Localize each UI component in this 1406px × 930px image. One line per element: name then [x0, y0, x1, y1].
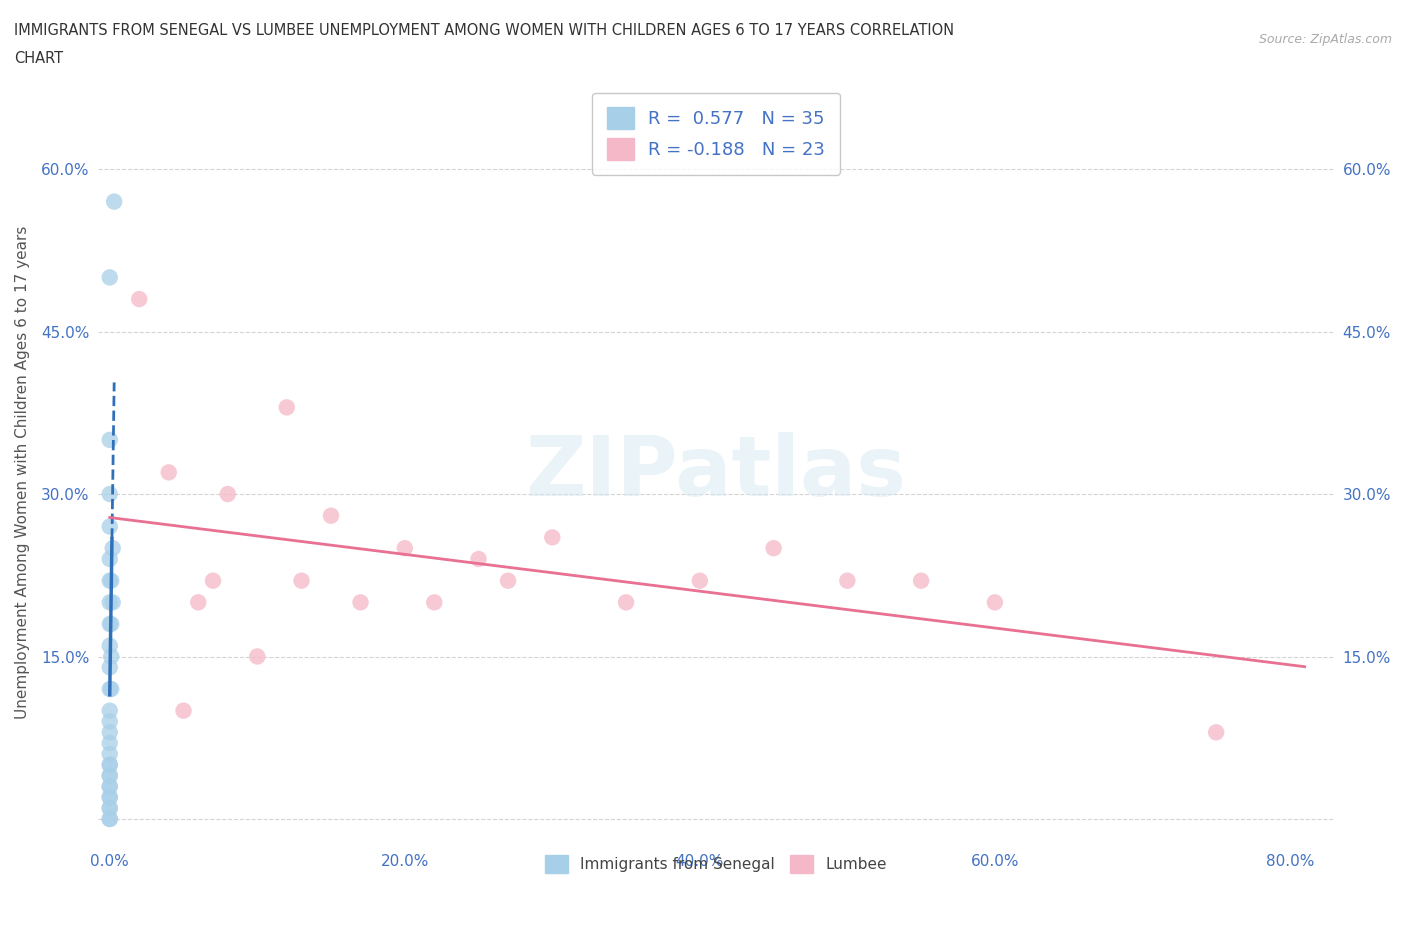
Point — [98, 660, 121, 675]
Point — [423, 595, 446, 610]
Point — [689, 573, 711, 588]
Point — [103, 194, 125, 209]
Point — [394, 540, 416, 555]
Point — [1205, 724, 1227, 739]
Point — [837, 573, 859, 588]
Y-axis label: Unemployment Among Women with Children Ages 6 to 17 years: Unemployment Among Women with Children A… — [15, 226, 30, 719]
Point — [98, 638, 121, 653]
Point — [98, 790, 121, 804]
Point — [202, 573, 225, 588]
Point — [128, 292, 150, 307]
Point — [984, 595, 1007, 610]
Point — [98, 617, 121, 631]
Text: IMMIGRANTS FROM SENEGAL VS LUMBEE UNEMPLOYMENT AMONG WOMEN WITH CHILDREN AGES 6 : IMMIGRANTS FROM SENEGAL VS LUMBEE UNEMPL… — [14, 23, 955, 38]
Legend: Immigrants from Senegal, Lumbee: Immigrants from Senegal, Lumbee — [538, 849, 893, 880]
Point — [157, 465, 180, 480]
Point — [98, 779, 121, 794]
Point — [98, 519, 121, 534]
Point — [319, 509, 342, 524]
Point — [98, 724, 121, 739]
Point — [101, 540, 124, 555]
Point — [100, 649, 122, 664]
Point — [276, 400, 298, 415]
Point — [541, 530, 564, 545]
Point — [98, 432, 121, 447]
Point — [100, 682, 122, 697]
Point — [173, 703, 195, 718]
Point — [98, 270, 121, 285]
Point — [100, 617, 122, 631]
Point — [98, 812, 121, 827]
Point — [762, 540, 785, 555]
Point — [100, 573, 122, 588]
Point — [614, 595, 637, 610]
Point — [98, 703, 121, 718]
Point — [467, 551, 489, 566]
Point — [349, 595, 371, 610]
Point — [98, 801, 121, 816]
Point — [98, 714, 121, 729]
Point — [910, 573, 932, 588]
Point — [187, 595, 209, 610]
Point — [98, 812, 121, 827]
Point — [98, 682, 121, 697]
Point — [98, 779, 121, 794]
Point — [290, 573, 312, 588]
Text: CHART: CHART — [14, 51, 63, 66]
Text: Source: ZipAtlas.com: Source: ZipAtlas.com — [1258, 33, 1392, 46]
Point — [98, 736, 121, 751]
Point — [98, 768, 121, 783]
Point — [496, 573, 519, 588]
Point — [98, 595, 121, 610]
Point — [98, 768, 121, 783]
Text: ZIPatlas: ZIPatlas — [526, 432, 907, 512]
Point — [98, 551, 121, 566]
Point — [101, 595, 124, 610]
Point — [98, 801, 121, 816]
Point — [98, 790, 121, 804]
Point — [98, 757, 121, 772]
Point — [246, 649, 269, 664]
Point — [217, 486, 239, 501]
Point — [98, 757, 121, 772]
Point — [98, 486, 121, 501]
Point — [98, 747, 121, 762]
Point — [98, 573, 121, 588]
